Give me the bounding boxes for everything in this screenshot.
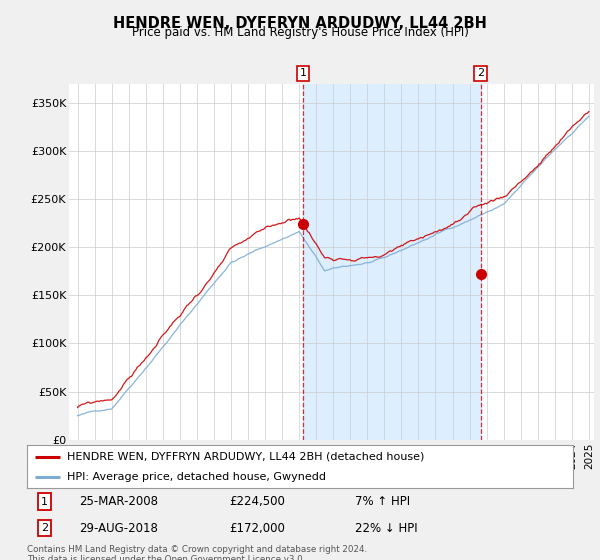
- Text: 1: 1: [41, 497, 47, 507]
- Text: Contains HM Land Registry data © Crown copyright and database right 2024.
This d: Contains HM Land Registry data © Crown c…: [27, 545, 367, 560]
- Text: Price paid vs. HM Land Registry's House Price Index (HPI): Price paid vs. HM Land Registry's House …: [131, 26, 469, 39]
- Text: 7% ↑ HPI: 7% ↑ HPI: [355, 495, 410, 508]
- Text: £224,500: £224,500: [229, 495, 285, 508]
- Text: 22% ↓ HPI: 22% ↓ HPI: [355, 522, 417, 535]
- Text: 2: 2: [477, 68, 484, 78]
- Text: HENDRE WEN, DYFFRYN ARDUDWY, LL44 2BH (detached house): HENDRE WEN, DYFFRYN ARDUDWY, LL44 2BH (d…: [67, 452, 424, 462]
- Bar: [303, 84, 481, 440]
- Text: £172,000: £172,000: [229, 522, 285, 535]
- Text: 2: 2: [41, 523, 48, 533]
- Text: HENDRE WEN, DYFFRYN ARDUDWY, LL44 2BH: HENDRE WEN, DYFFRYN ARDUDWY, LL44 2BH: [113, 16, 487, 31]
- Text: HPI: Average price, detached house, Gwynedd: HPI: Average price, detached house, Gwyn…: [67, 473, 326, 482]
- Text: 29-AUG-2018: 29-AUG-2018: [79, 522, 158, 535]
- Text: 1: 1: [299, 68, 307, 78]
- Text: 25-MAR-2008: 25-MAR-2008: [79, 495, 158, 508]
